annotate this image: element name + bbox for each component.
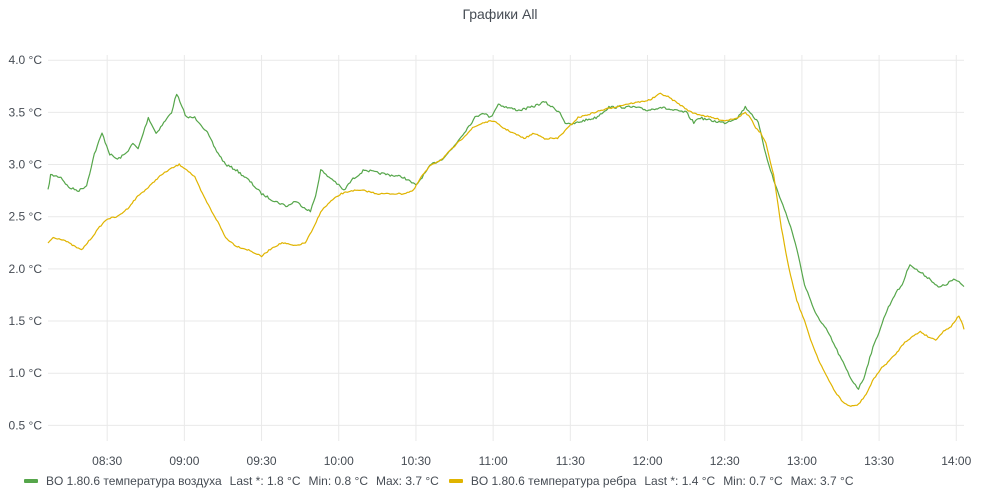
legend-max-rib: Max: 3.7 °C (790, 474, 854, 488)
y-tick-label: 3.0 °C (9, 158, 43, 172)
legend-label-air: BO 1.80.6 температура воздуха (46, 474, 222, 488)
series-line-air (47, 93, 965, 390)
x-tick-label: 12:30 (710, 454, 740, 468)
legend-max-air: Max: 3.7 °C (375, 474, 439, 488)
legend-last-rib: Last *: 1.4 °C (644, 474, 716, 488)
x-tick-label: 14:00 (941, 454, 971, 468)
grid (48, 55, 964, 441)
y-tick-label: 2.0 °C (9, 262, 43, 276)
legend: BO 1.80.6 температура воздуха Last *: 1.… (24, 472, 864, 490)
y-axis: 0.5 °C 1.0 °C 1.5 °C 2.0 °C 2.5 °C 3.0 °C 3.5 … (9, 53, 43, 432)
legend-label-rib: BO 1.80.6 температура ребра (470, 474, 637, 488)
x-tick-label: 09:00 (169, 454, 199, 468)
legend-swatch-air (24, 479, 38, 483)
x-tick-label: 11:30 (556, 454, 585, 468)
legend-item-air[interactable]: BO 1.80.6 температура воздуха Last *: 1.… (24, 474, 439, 488)
x-tick-label: 09:30 (247, 454, 277, 468)
series-line-rib (47, 92, 965, 407)
y-tick-label: 4.0 °C (9, 53, 43, 67)
y-tick-label: 1.5 °C (9, 314, 43, 328)
y-tick-label: 3.5 °C (9, 105, 43, 119)
legend-item-rib[interactable]: BO 1.80.6 температура ребра Last *: 1.4 … (448, 474, 854, 488)
x-tick-label: 10:00 (324, 454, 354, 468)
x-tick-label: 12:00 (633, 454, 663, 468)
legend-swatch-rib (448, 479, 463, 483)
x-tick-label: 11:00 (479, 454, 508, 468)
chart-title: Графики All (462, 6, 538, 22)
legend-last-air: Last *: 1.8 °C (229, 474, 301, 488)
series-lines (47, 92, 965, 407)
x-tick-label: 08:30 (92, 454, 122, 468)
x-tick-label: 10:30 (401, 454, 431, 468)
legend-min-rib: Min: 0.7 °C (723, 474, 783, 488)
x-tick-label: 13:30 (864, 454, 894, 468)
legend-min-air: Min: 0.8 °C (308, 474, 368, 488)
y-tick-label: 2.5 °C (9, 210, 43, 224)
y-tick-label: 1.0 °C (9, 366, 43, 380)
x-axis: 08:30 09:00 09:30 10:00 10:30 11:00 11:30 12:00… (92, 454, 971, 468)
x-tick-label: 13:00 (787, 454, 817, 468)
y-tick-label: 0.5 °C (9, 418, 43, 432)
